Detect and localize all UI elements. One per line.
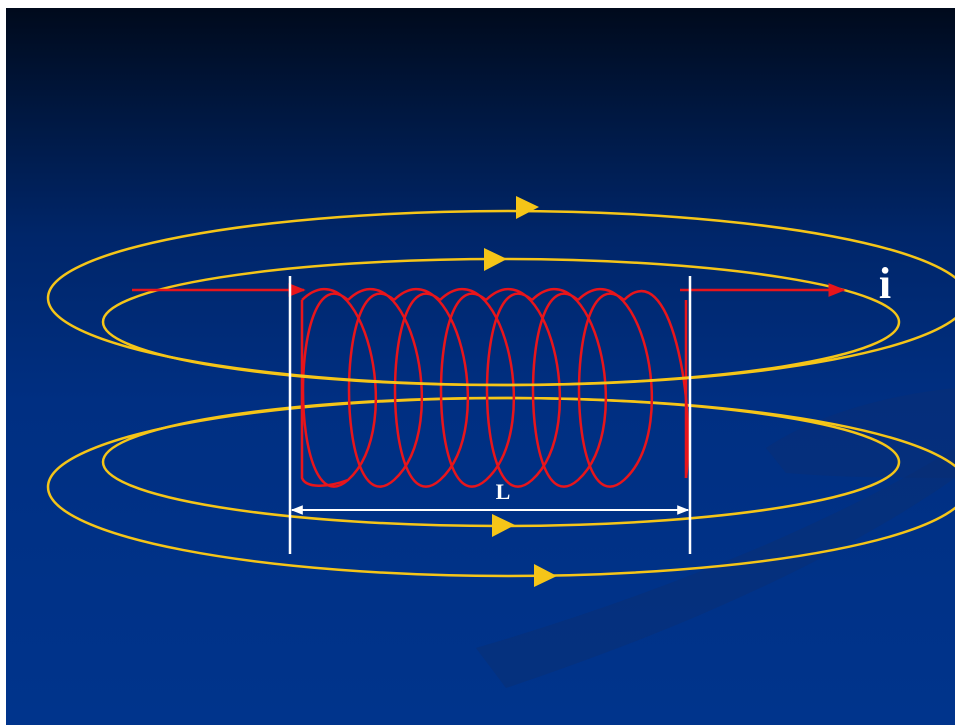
length-label: L — [496, 479, 511, 504]
coil-start — [300, 300, 349, 487]
upper-field-loops — [46, 209, 955, 387]
current-label: i — [879, 259, 891, 308]
coil-front-turn — [301, 288, 378, 488]
coil-front-turn — [531, 288, 608, 488]
slide-background: L i — [6, 8, 955, 725]
coil-front-turn — [439, 288, 516, 488]
solenoid-coil — [300, 288, 690, 488]
field-arrow-upper-inner — [484, 248, 507, 271]
coil-front-turn — [623, 290, 690, 479]
field-arrowheads — [484, 196, 557, 587]
coil-front-turn — [577, 288, 654, 488]
field-arrow-upper-outer — [516, 196, 539, 219]
field-loop-upper-inner — [101, 257, 901, 387]
coil-front-turn — [393, 288, 470, 488]
background-swirl — [476, 448, 955, 688]
coil-front-turn — [347, 288, 424, 488]
field-arrow-lower-inner — [492, 514, 515, 537]
background-swirl-upper — [766, 388, 955, 478]
solenoid-magnetic-field-diagram: L i — [46, 196, 955, 688]
coil-front-turn — [485, 288, 562, 488]
field-arrow-lower-outer — [534, 564, 557, 587]
